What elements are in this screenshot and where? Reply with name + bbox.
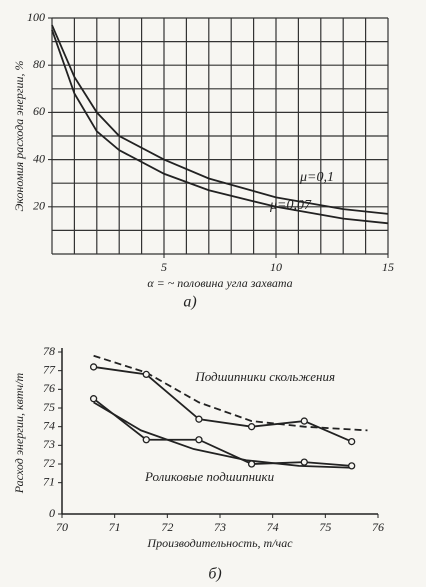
- caption: б): [208, 566, 221, 583]
- data-point: [195, 415, 203, 423]
- y-tick-label: 80: [33, 57, 45, 71]
- y-axis-label: Экономия расхода энергии, %: [12, 60, 26, 211]
- series-label: μ=0,1: [299, 170, 334, 185]
- series-label: μ=0,07: [269, 198, 312, 213]
- data-point: [300, 458, 308, 466]
- series-line: [51, 29, 389, 225]
- y-tick-label: 0: [49, 506, 55, 520]
- annotation: Роликовые подшипники: [144, 469, 275, 484]
- x-tick-label: 10: [270, 260, 282, 274]
- y-tick-label: 100: [27, 10, 45, 24]
- data-point: [89, 363, 98, 371]
- x-axis-label: α = ~ половина угла захвата: [147, 276, 292, 290]
- x-tick-label: 74: [267, 520, 279, 534]
- y-tick-label: 76: [43, 381, 55, 395]
- data-point: [247, 423, 256, 431]
- data-point: [348, 437, 356, 446]
- annotation: Подшипники скольжения: [194, 369, 335, 384]
- x-tick-label: 76: [372, 520, 384, 534]
- y-tick-label: 20: [33, 199, 45, 213]
- y-tick-label: 77: [43, 362, 56, 376]
- series-line: [93, 397, 352, 467]
- x-tick-label: 5: [161, 260, 167, 274]
- data-point: [195, 436, 203, 444]
- x-tick-label: 73: [214, 520, 226, 534]
- x-tick-label: 71: [109, 520, 121, 534]
- y-tick-label: 72: [43, 456, 55, 470]
- y-tick-label: 60: [33, 104, 45, 118]
- data-point: [89, 395, 98, 403]
- x-tick-label: 75: [319, 520, 331, 534]
- y-tick-label: 78: [43, 344, 55, 358]
- x-axis-label: Производительность, т/час: [146, 536, 293, 550]
- x-tick-label: 70: [56, 520, 68, 534]
- series-line: [93, 354, 368, 432]
- series-line: [51, 24, 389, 215]
- y-tick-label: 71: [43, 474, 55, 488]
- series-line: [93, 401, 352, 469]
- y-axis-label: Расход энергии, квтч/т: [12, 372, 26, 494]
- x-tick-label: 15: [382, 260, 394, 274]
- data-point: [300, 417, 308, 425]
- y-tick-label: 40: [33, 151, 45, 165]
- x-tick-label: 72: [161, 520, 173, 534]
- data-point: [142, 436, 150, 444]
- data-point: [247, 460, 256, 468]
- y-tick-label: 75: [43, 400, 55, 414]
- y-tick-label: 74: [43, 418, 55, 432]
- caption: а): [183, 294, 196, 311]
- y-tick-label: 73: [43, 437, 55, 451]
- data-point: [142, 370, 150, 379]
- data-point: [348, 462, 356, 470]
- series-line: [93, 366, 353, 443]
